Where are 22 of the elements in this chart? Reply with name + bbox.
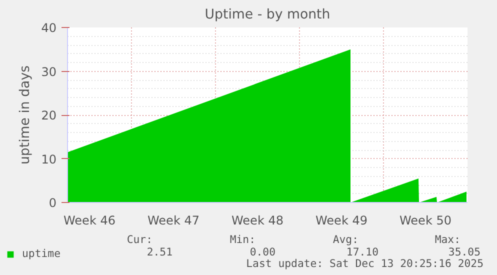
y-tick-label: 20 (41, 108, 57, 122)
text: Last update: Sat Dec 13 20:25:16 2025 (246, 257, 484, 270)
text: 35.05 (448, 246, 480, 258)
x-tick-label: Week 46 (64, 214, 116, 228)
y-tick-label: 10 (41, 152, 57, 166)
text: 0.00 (250, 246, 276, 258)
x-tick-label: Week 50 (400, 214, 452, 228)
text: Min: (230, 233, 256, 246)
text: Max: (434, 233, 461, 246)
y-tick-label: 40 (41, 21, 57, 35)
x-tick-label: Week 47 (148, 214, 200, 228)
text: Avg: (332, 233, 359, 246)
y-tick-label: 30 (41, 64, 57, 79)
y-tick-label: 0 (48, 196, 57, 210)
text: 2.51 (146, 246, 173, 258)
chart-title: Uptime - by month (204, 8, 330, 22)
text: 17.10 (346, 246, 378, 258)
legend-label: uptime (22, 247, 60, 260)
text: Cur: (126, 233, 153, 246)
x-tick-label: Week 48 (232, 214, 284, 228)
y-axis-title: uptime in days (18, 65, 34, 165)
x-tick-label: Week 49 (316, 214, 368, 228)
